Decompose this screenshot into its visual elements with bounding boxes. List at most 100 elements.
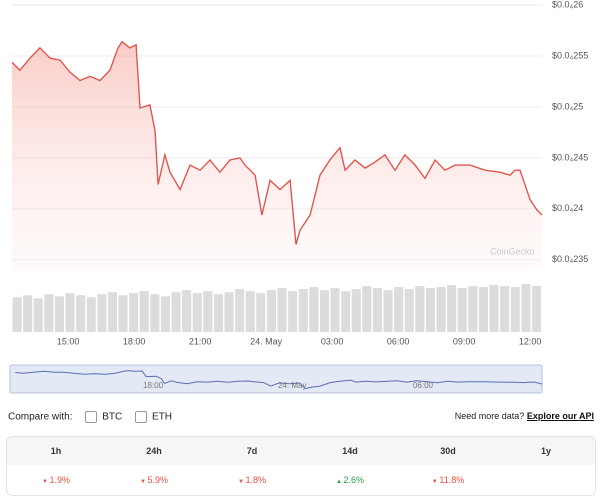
compare-option[interactable]: BTC	[102, 411, 123, 423]
change-column: 7d ▼ 1.8%	[203, 437, 301, 495]
volume-bar	[457, 288, 467, 332]
y-tick-label: $0.0₄235	[552, 254, 588, 264]
volume-bar	[54, 296, 64, 332]
y-tick-label: $0.0₄255	[552, 50, 588, 60]
volume-bar	[510, 287, 520, 332]
change-arrow: ▼	[237, 479, 246, 485]
change-arrow: ▲	[335, 479, 344, 485]
checkbox[interactable]	[135, 411, 148, 423]
change-cell	[497, 465, 595, 495]
volume-bar	[309, 287, 319, 332]
volume-bar	[107, 292, 117, 332]
volume-bar	[97, 294, 107, 332]
volume-bar	[12, 297, 22, 332]
change-column: 30d ▼ 11.8%	[399, 437, 497, 495]
period-header: 7d	[203, 437, 301, 465]
checkbox[interactable]	[85, 411, 98, 423]
volume-bar	[489, 285, 499, 332]
volume-bar	[319, 290, 329, 332]
volume-bar	[224, 292, 234, 332]
volume-bar	[277, 288, 287, 332]
volume-bar	[23, 295, 33, 332]
change-arrow: ▼	[139, 479, 148, 485]
volume-bar	[436, 287, 446, 332]
volume-bar	[415, 286, 425, 332]
y-tick-label: $0.0₄245	[552, 152, 588, 162]
y-tick-label: $0.0₄24	[552, 203, 583, 213]
volume-bar	[160, 296, 170, 332]
period-header: 24h	[105, 437, 203, 465]
period-header: 14d	[301, 437, 399, 465]
change-arrow: ▼	[431, 479, 440, 485]
volume-bar	[118, 295, 128, 332]
volume-bar	[351, 289, 361, 332]
period-header: 1h	[7, 437, 105, 465]
volume-bar	[500, 286, 510, 332]
volume-bar	[372, 288, 382, 332]
volume-bar	[44, 294, 54, 332]
area-fill	[12, 41, 542, 270]
change-cell: ▼ 11.8%	[399, 465, 497, 495]
change-column: 14d ▲ 2.6%	[301, 437, 399, 495]
volume-bar	[394, 287, 404, 332]
volume-bar	[171, 292, 181, 332]
x-tick-label: 03:00	[321, 336, 344, 346]
compare-label: Compare with:	[8, 411, 73, 423]
volume-bar	[192, 293, 202, 332]
volume-bar	[182, 290, 192, 332]
api-link[interactable]: Explore our API	[526, 411, 594, 421]
x-tick-label: 21:00	[189, 336, 212, 346]
change-cell: ▼ 1.8%	[203, 465, 301, 495]
change-column: 1h ▼ 1.9%	[7, 437, 105, 495]
change-column: 1y	[497, 437, 595, 495]
navigator-label: 18:00	[143, 381, 164, 390]
volume-bar	[425, 288, 435, 332]
api-row: Need more data? Explore our API	[455, 411, 594, 421]
period-header: 30d	[399, 437, 497, 465]
volume-bar	[288, 291, 298, 332]
x-tick-label: 12:00	[519, 336, 542, 346]
volume-bar	[330, 288, 340, 332]
volume-bar	[76, 295, 86, 332]
volume-bar	[65, 293, 75, 332]
chart: $0.0₄26 $0.0₄255 $0.0₄25 $0.0₄245 $0.0₄24 $0.…	[9, 0, 588, 394]
navigator-label: 06:00	[413, 381, 434, 390]
change-value: 1.8%	[245, 475, 267, 485]
volume-bar	[383, 290, 393, 332]
change-table: 1h ▼ 1.9% 24h ▼ 5.9% 7d ▼ 1.8% 14d ▲ 2.6% 30d ▼ 1…	[6, 436, 596, 496]
volume-bar	[86, 297, 96, 332]
volume-bar	[213, 294, 223, 332]
volume-bar	[150, 294, 160, 332]
change-cell: ▼ 5.9%	[105, 465, 203, 495]
period-header: 1y	[497, 437, 595, 465]
volume-bar	[341, 291, 351, 332]
api-prompt: Need more data?	[454, 411, 525, 421]
volume-bar	[531, 286, 541, 332]
compare-option[interactable]: ETH	[152, 411, 173, 423]
change-value: 5.9%	[147, 475, 169, 485]
volume-bar	[447, 285, 457, 332]
volume-bar	[404, 289, 414, 332]
x-tick-label: 09:00	[453, 336, 476, 346]
volume-bar	[245, 291, 255, 332]
change-value: 11.8%	[439, 475, 465, 485]
change-cell: ▼ 1.9%	[7, 465, 105, 495]
navigator-label: 24. May	[278, 381, 306, 390]
volume-bar	[33, 298, 43, 332]
volume-bar	[129, 293, 139, 332]
volume-bar	[256, 293, 266, 332]
change-value: 1.9%	[49, 475, 71, 485]
price-line	[11, 40, 543, 245]
change-cell: ▲ 2.6%	[301, 465, 399, 495]
volume-bar	[468, 286, 478, 332]
watermark: CoinGecko	[490, 246, 535, 256]
navigator-line	[15, 370, 542, 390]
y-tick-label: $0.0₄26	[552, 0, 583, 9]
x-tick-label: 18:00	[123, 336, 146, 346]
volume-bar	[235, 289, 245, 332]
y-tick-label: $0.0₄25	[552, 101, 583, 111]
change-arrow: ▼	[41, 479, 50, 485]
compare-row: Compare with: BTC ETH	[8, 411, 172, 423]
x-tick-label: 06:00	[387, 336, 410, 346]
